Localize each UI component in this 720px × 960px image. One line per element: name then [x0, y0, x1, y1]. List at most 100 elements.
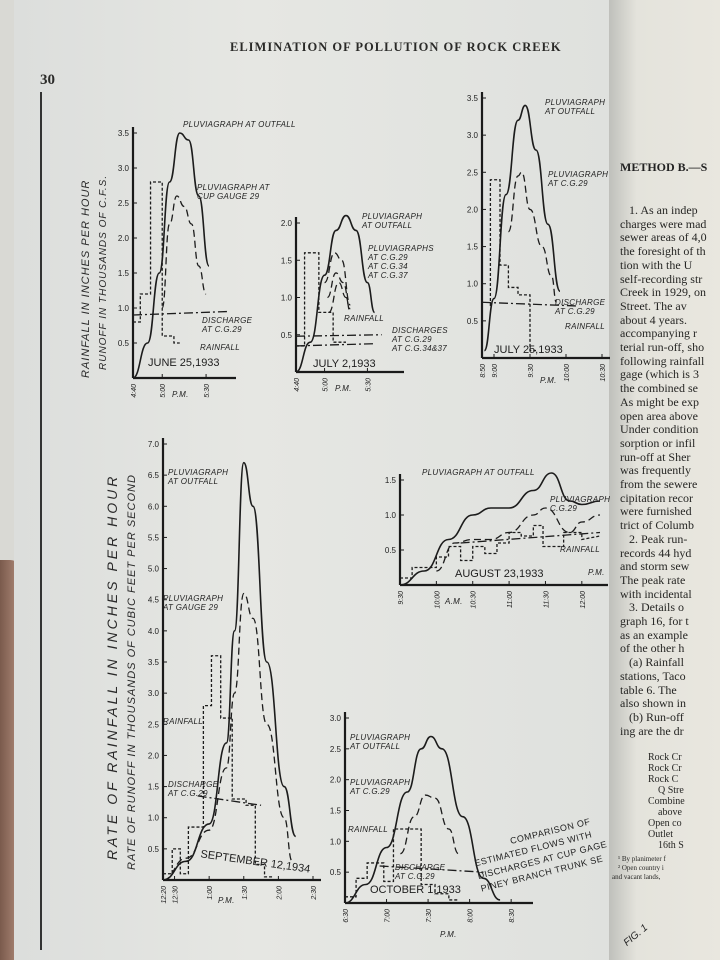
body-text-line: ing are the dr — [620, 723, 684, 738]
chart-0: 0.5 1.0 1.5 2.0 2.5 3.0 3.5 4:40 5:00 5:30 — [118, 127, 236, 398]
chart-5: 0.5 1.0 1.5 2.0 2.5 3.0 6:30 7:00 7:30 8:00 8:30 — [330, 712, 533, 923]
y-tick-label: 3.0 — [118, 164, 130, 173]
body-text-line: stations, Taco — [620, 668, 686, 683]
left-page — [14, 0, 609, 960]
y-tick-label: 0.5 — [281, 331, 293, 340]
y-tick-label: 1.0 — [148, 814, 160, 823]
annotation: PLUVIAGRAPH AT CUP GAUGE 29 — [197, 183, 270, 201]
annotation: PLUVIAGRAPH AT OUTFALL — [168, 468, 228, 486]
annotation-line: AT C.G.34 — [368, 262, 408, 271]
body-text-line: cipitation recor — [620, 490, 693, 505]
y-tick-label: 1.5 — [281, 256, 293, 265]
y-tick-label: 1.0 — [281, 294, 293, 303]
annotation-line: AT C.G.29 — [548, 179, 588, 188]
x-tick-label: 9:30 — [528, 364, 535, 378]
annotation-line: AT OUTFALL — [545, 107, 596, 116]
y-tick-label: 0.5 — [330, 868, 342, 877]
x-axis-label: P.M. — [172, 390, 189, 399]
annotation: RAINFALL — [200, 343, 240, 352]
annotation-line: PLUVIAGRAPH — [350, 733, 411, 742]
body-text-line: was frequently — [620, 463, 691, 478]
annotation-line: PLUVIAGRAPH — [350, 778, 411, 787]
body-text-line: gage (which is 3 — [620, 367, 699, 382]
x-axis-label: P.M. — [335, 384, 352, 393]
body-text-line: were furnished — [620, 504, 692, 519]
annotation: RAINFALL — [565, 322, 605, 331]
x-axis-label: P.M. — [540, 376, 557, 385]
x-tick-label: 10:30 — [471, 591, 478, 609]
annotation-line: AT C.G.29 — [350, 787, 390, 796]
chart-4: 0.5 1.0 1.5 9:30 10:00 10:30 11:00 11:30 12:00 — [385, 472, 608, 609]
annotation: PLUVIAGRAPH AT OUTFALL — [350, 733, 410, 751]
body-text-line: from the sewere — [620, 477, 698, 491]
body-text-line: charges were mad — [620, 216, 707, 231]
annotation: RAINFALL — [560, 545, 600, 554]
body-text-line: The peak rate — [620, 572, 686, 587]
page-number: 30 — [40, 72, 55, 88]
series-rainfall — [163, 655, 273, 878]
y-tick-label: 2.5 — [148, 720, 160, 729]
annotation: DISCHARGE AT C.G.29 — [202, 316, 252, 334]
series-rainfall — [489, 179, 536, 352]
annotation-line: PLUVIAGRAPH — [163, 594, 224, 603]
body-text-line: 2. Peak run- — [629, 531, 688, 546]
body-text-line: As might be exp — [620, 394, 699, 409]
y-tick-label: 1.5 — [118, 269, 130, 278]
x-tick-label: 5:30 — [365, 378, 372, 392]
annotation-line: PLUVIAGRAPHS — [368, 244, 434, 253]
y-tick-label: 6.0 — [148, 502, 160, 511]
annotation-line: RAINFALL — [344, 314, 385, 323]
x-axis-label: A.M. — [445, 597, 463, 606]
y-tick-label: 4.5 — [148, 596, 160, 605]
y-tick-label: 2.5 — [330, 745, 342, 754]
x-tick-label: 11:00 — [507, 591, 514, 608]
annotation-line: AT OUTFALL — [350, 742, 401, 751]
y-tick-label: 1.5 — [385, 476, 397, 485]
x-tick-label: 10:00 — [564, 364, 571, 382]
annotation-line: AT OUTFALL — [362, 221, 413, 230]
body-text-line: the combined se — [620, 381, 698, 396]
series-pluviagraph-at-c-g-34 — [327, 272, 351, 310]
annotation-line: AT C.G.29 — [168, 789, 208, 798]
annotation-line: PLUVIAGRAPH AT OUTFALL — [183, 120, 296, 129]
series-discharge-at-c-g-29 — [132, 310, 229, 316]
series-rainfall — [345, 828, 459, 901]
y-tick-label: 3.0 — [467, 131, 479, 140]
series-rainfall — [133, 181, 180, 344]
x-tick-label: 8:00 — [468, 909, 475, 923]
annotation-line: RAINFALL — [348, 825, 389, 834]
y-tick-label: 3.0 — [330, 714, 342, 723]
table-row-label: Rock C — [648, 774, 679, 785]
body-text-line: (a) Rainfall — [629, 655, 684, 670]
annotation-line: AT C.G.29 — [392, 335, 432, 344]
body-text-line: the foresight of th — [620, 244, 706, 259]
table-row-label: Combine — [648, 796, 685, 807]
annotation-line: RAINFALL — [560, 545, 601, 554]
y-tick-label: 2.0 — [148, 751, 160, 760]
body-text-line: about 4 years. — [620, 312, 687, 327]
y-tick-label: 0.5 — [467, 317, 479, 326]
figure-frame — [40, 92, 602, 950]
y-tick-label: 1.0 — [467, 280, 479, 289]
y-tick-label: 3.5 — [118, 129, 130, 138]
series-pluviagraph-at-c-g-29 — [507, 171, 558, 303]
annotation-line: CUP GAUGE 29 — [197, 192, 260, 201]
y-tick-label: 6.5 — [148, 471, 160, 480]
annotation: DISCHARGE AT C.G.29 — [555, 298, 605, 316]
annotation-line: DISCHARGE — [555, 298, 606, 307]
body-text-line: graph 16, for t — [620, 614, 689, 628]
body-text-line: sewer areas of 4,0 — [620, 230, 707, 245]
table-row-label: Rock Cr — [648, 763, 682, 774]
y-tick-label: 7.0 — [148, 440, 160, 449]
series-pluviagraph-at-outfall — [483, 104, 561, 352]
series-pluviagraph-at-c-g-29 — [400, 794, 459, 855]
body-text-line: of the other h — [620, 641, 685, 656]
annotation: PLUVIAGRAPHS AT C.G.29 AT C.G.34 AT C.G.37 — [368, 244, 434, 280]
x-tick-label: 1:30 — [242, 886, 249, 900]
y-tick-label: 1.0 — [385, 511, 397, 520]
table-row-label: 16th S — [658, 840, 684, 851]
annotation: PLUVIAGRAPH AT OUTFALL — [183, 120, 296, 129]
annotation: PLUVIAGRAPH AT OUTFALL — [545, 98, 605, 116]
x-tick-label: 4:40 — [294, 378, 301, 392]
